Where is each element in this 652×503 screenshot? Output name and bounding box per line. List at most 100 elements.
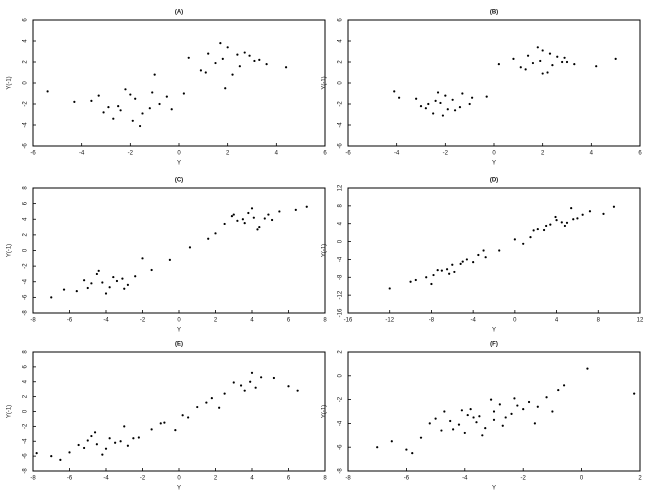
point [563,56,566,59]
plot-frame [32,187,326,314]
point [104,292,108,295]
point [484,256,487,259]
point [95,272,98,276]
y-tick-label: 0 [23,248,29,252]
point [168,258,171,261]
point [510,412,513,415]
point [545,224,548,228]
point [560,221,563,224]
point [541,72,544,75]
point [440,269,443,272]
point [452,428,455,431]
point [77,443,80,447]
y-tick-label: 6 [23,201,29,205]
point [556,55,559,58]
point [107,106,110,109]
x-tick-label: 8 [323,318,327,324]
point [527,400,531,404]
point [448,272,451,275]
point [263,217,266,220]
x-tick-label: 0 [492,151,496,157]
point [196,405,199,409]
point [243,51,246,54]
point [86,439,89,442]
point [457,423,461,426]
point [230,215,234,218]
x-tick-label: 6 [638,151,642,157]
point [468,102,471,106]
point [90,282,93,285]
y-tick-label: -2 [338,396,344,402]
x-tick-label: -8 [30,476,36,482]
panel-title: (E) [175,342,183,348]
y-tick-label: -6 [23,453,29,459]
point [419,105,423,108]
point [414,278,417,282]
point [475,421,478,424]
point [131,119,134,122]
panel-title: (D) [490,178,498,184]
point [561,60,564,64]
y-tick-label: -2 [23,423,29,429]
panel-title: (F) [490,342,498,348]
x-tick-label: -2 [128,151,134,157]
point [563,224,567,228]
y-axis-label: Y(-1) [7,244,13,257]
point [150,428,153,431]
point [90,434,93,438]
point [545,396,548,399]
x-tick-label: -6 [345,151,351,157]
x-tick-label: -4 [79,151,85,157]
point [376,446,379,449]
y-tick-label: 4 [23,39,29,43]
point [114,441,117,444]
point [102,111,105,114]
point [95,443,98,446]
point [425,276,428,279]
point [93,431,97,434]
point [141,112,144,115]
point [390,440,393,443]
y-tick-label: -4 [338,256,344,262]
x-tick-label: 2 [226,151,230,157]
point [150,268,153,272]
point [224,87,227,90]
x-tick-label: -4 [103,476,109,482]
point [132,437,135,440]
y-tick-label: -4 [23,122,29,128]
x-tick-label: 4 [275,151,279,157]
point [250,207,254,210]
y-tick-label: 2 [23,60,29,64]
point [294,208,297,211]
point [458,106,462,109]
point [223,222,226,226]
point [223,392,226,395]
point [441,114,444,117]
x-tick-label: 6 [287,318,291,324]
point [595,65,598,68]
point [188,246,192,249]
point [633,392,636,395]
point [112,117,115,120]
point [612,205,616,208]
point [119,109,122,112]
point [498,249,501,252]
point [411,452,414,455]
point [129,93,132,96]
x-tick-label: -12 [385,318,394,324]
point [250,371,254,374]
x-tick-label: 0 [177,476,181,482]
point [439,101,442,105]
x-tick-label: -8 [30,318,36,324]
point [83,446,86,450]
x-tick-label: -2 [521,476,527,482]
x-tick-label: 2 [214,476,218,482]
point [210,397,213,400]
x-axis-label: Y [177,328,181,334]
point [205,401,208,404]
point [427,102,430,106]
y-tick-label: -2 [338,101,344,107]
point [108,286,111,289]
x-tick-label: -4 [103,318,109,324]
